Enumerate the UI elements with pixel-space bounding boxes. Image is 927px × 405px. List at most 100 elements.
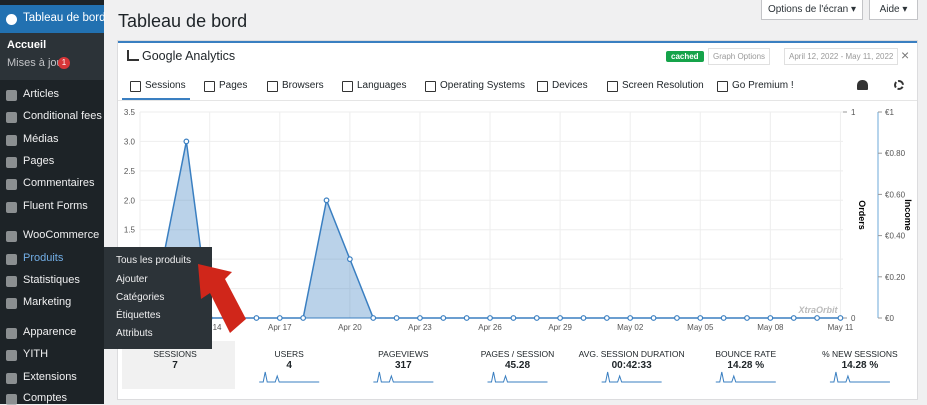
close-button[interactable]: × — [901, 47, 910, 63]
flyout-item[interactable]: Tous les produits — [116, 255, 192, 266]
menu-icon — [6, 90, 17, 101]
menu-icon — [6, 135, 17, 146]
point — [744, 315, 750, 321]
stat-value: 45.28 — [504, 360, 531, 371]
point — [697, 315, 704, 321]
menu-icon — [6, 202, 17, 213]
x-tick-label: May 08 — [757, 323, 784, 332]
flyout-item[interactable]: Ajouter — [116, 274, 148, 285]
menu-item[interactable]: Fluent Forms — [23, 200, 88, 212]
page-title: Tableau de bord — [118, 11, 248, 31]
flyout-item[interactable]: Étiquettes — [116, 310, 161, 321]
menu-icon — [6, 112, 17, 123]
stat-value: 14.28 % — [841, 360, 879, 371]
menu-item[interactable]: Extensions — [23, 371, 77, 383]
stat-label: USERS — [274, 349, 304, 359]
menu-item[interactable]: Statistiques — [23, 274, 80, 286]
x-tick-label: Apr 20 — [338, 323, 362, 332]
date-range[interactable]: April 12, 2022 - May 11, 2022 — [784, 48, 899, 65]
point — [603, 315, 610, 321]
flyout-item[interactable]: Attributs — [116, 328, 153, 339]
point — [627, 315, 634, 321]
y3-tick-label: €0 — [885, 314, 894, 323]
point — [463, 315, 470, 321]
menu-item[interactable]: Produits — [23, 252, 64, 264]
menu-icon — [6, 394, 17, 405]
stat-value: 317 — [395, 360, 412, 371]
sparkline — [601, 371, 662, 383]
y3-tick-label: €0.20 — [885, 273, 906, 282]
menu-item[interactable]: Pages — [23, 155, 55, 167]
menu-icon — [6, 254, 17, 265]
tab-icon — [425, 81, 436, 92]
menu-item[interactable]: Articles — [23, 88, 60, 100]
menu-icon — [6, 350, 17, 361]
tab[interactable]: Screen Resolution — [622, 80, 704, 91]
button[interactable]: Options de l'écran ▾ — [761, 0, 863, 20]
stat-active-bg — [122, 341, 235, 389]
menu-item[interactable]: Médias — [23, 133, 59, 145]
point — [767, 315, 774, 321]
stat-label: PAGES / SESSION — [480, 349, 555, 359]
tab-icon — [204, 81, 215, 92]
x-tick-label: Apr 29 — [548, 323, 572, 332]
flyout-item[interactable]: Catégories — [116, 292, 165, 303]
point — [580, 315, 587, 321]
menu-icon — [6, 298, 17, 309]
menu-icon — [6, 14, 17, 25]
y2-tick-label: 1 — [851, 108, 856, 117]
tab[interactable]: Go Premium ! — [732, 80, 794, 91]
stat-label: BOUNCE RATE — [715, 349, 777, 359]
point — [230, 315, 236, 321]
axis-title: Income — [903, 199, 913, 231]
tab[interactable]: Devices — [552, 80, 588, 91]
x-tick-label: May 05 — [687, 323, 714, 332]
menu-item[interactable]: Comptes — [23, 392, 68, 404]
x-tick-label: May 02 — [617, 323, 644, 332]
active-tab — [122, 98, 190, 100]
stat-label: AVG. SESSION DURATION — [578, 349, 685, 359]
y-tick-label: 2.5 — [124, 167, 136, 176]
watermark: XtraOrbit — [797, 305, 838, 315]
point — [487, 315, 493, 321]
button[interactable]: Graph Options — [708, 48, 771, 65]
menu-icon — [6, 157, 17, 168]
widget-title: Google Analytics — [142, 49, 236, 63]
menu-item[interactable]: Apparence — [23, 326, 77, 338]
stat-label: SESSIONS — [153, 349, 197, 359]
tab-icon — [537, 81, 548, 92]
tab[interactable]: Pages — [219, 80, 248, 91]
tab-icon — [342, 81, 353, 92]
button[interactable]: Aide ▾ — [869, 0, 918, 20]
tab[interactable]: Languages — [357, 80, 407, 91]
menu-item[interactable]: Conditional fees — [23, 110, 102, 122]
menu-icon — [6, 328, 17, 339]
menu-item[interactable]: Tableau de bord — [23, 12, 106, 24]
sparkline — [373, 371, 434, 383]
icon — [857, 80, 868, 90]
widget-icon — [127, 50, 139, 61]
area — [163, 141, 841, 318]
y-tick-label: 2.0 — [124, 196, 136, 205]
menu-item[interactable]: Commentaires — [23, 177, 95, 189]
point — [323, 197, 330, 204]
x-tick-label: Apr 17 — [268, 323, 292, 332]
tab[interactable]: Browsers — [282, 80, 324, 91]
menu-item[interactable]: Marketing — [23, 296, 72, 308]
submenu-item[interactable]: Mises à jour — [7, 57, 67, 69]
stat-value: 7 — [172, 360, 178, 371]
menu-item[interactable]: WooCommerce — [23, 229, 100, 241]
point — [790, 315, 797, 321]
tab-icon — [717, 81, 728, 92]
tab[interactable]: Operating Systems — [440, 80, 526, 91]
point — [300, 315, 307, 321]
point — [814, 315, 820, 321]
submenu-item[interactable]: Accueil — [7, 39, 47, 51]
y-tick-label: 1.5 — [124, 226, 136, 235]
sparkline — [487, 371, 548, 383]
menu-icon — [6, 373, 17, 384]
tab[interactable]: Sessions — [145, 80, 186, 91]
menu-item[interactable]: YITH — [23, 348, 49, 360]
y3-tick-label: €0.60 — [885, 190, 906, 199]
